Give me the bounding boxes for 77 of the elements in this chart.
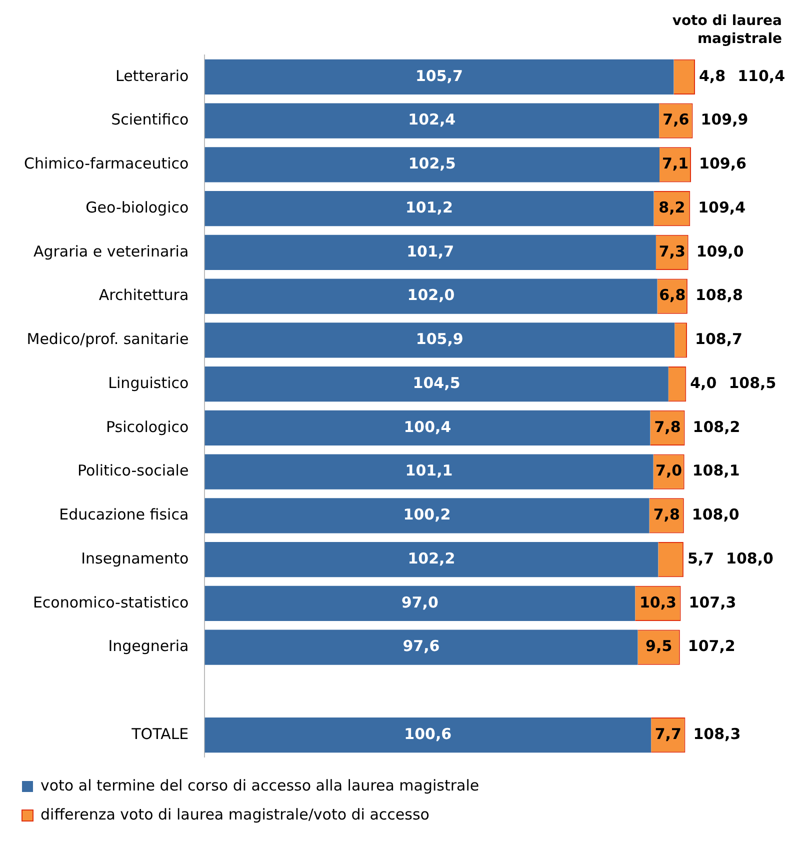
total-label: 109,4 — [698, 198, 746, 216]
bar — [204, 366, 668, 402]
total-label: 108,3 — [693, 724, 741, 743]
total-label: 110,4 — [738, 66, 786, 85]
bar — [204, 454, 654, 490]
data-label: 105,7 — [415, 66, 463, 85]
data-label: 102,0 — [407, 286, 455, 304]
y-tick-label: Linguistico — [108, 374, 189, 392]
bar — [204, 59, 674, 94]
total-label: 108,2 — [692, 418, 740, 436]
data-label: 100,6 — [404, 724, 452, 743]
data-label: 8,2 — [658, 198, 686, 216]
y-tick-label: Psicologico — [106, 418, 189, 436]
y-tick-label: Chimico-farmaceutico — [24, 154, 189, 173]
bar — [204, 191, 654, 226]
data-label: 102,2 — [408, 549, 456, 568]
y-tick-label: Politico-sociale — [77, 462, 189, 480]
data-label: 102,5 — [408, 154, 456, 173]
data-label: 4,8 — [699, 66, 726, 85]
bar — [204, 103, 660, 138]
total-label: 108,1 — [692, 462, 740, 480]
bar — [204, 630, 638, 665]
y-tick-label: TOTALE — [130, 724, 189, 743]
data-label: 101,2 — [405, 198, 453, 216]
total-label: 109,6 — [699, 154, 746, 173]
y-tick-label: Scientifico — [111, 110, 189, 129]
bar — [204, 147, 660, 182]
total-label: 108,7 — [695, 330, 742, 348]
y-tick-label: Geo-biologico — [86, 198, 189, 216]
text: voto di laurea magistrale — [671, 12, 782, 48]
bar — [204, 498, 650, 534]
bar — [204, 322, 675, 358]
data-label: 10,3 — [639, 593, 676, 612]
total-label: 108,5 — [728, 374, 776, 392]
y-tick-label: Agraria e veterinaria — [33, 242, 189, 260]
data-label: 97,0 — [401, 593, 438, 612]
data-label: 97,6 — [402, 637, 440, 656]
y-tick-label: Architettura — [98, 286, 189, 304]
total-label: 107,3 — [688, 593, 736, 612]
total-label: 109,9 — [700, 110, 748, 129]
y-tick-label: Medico/prof. sanitarie — [26, 330, 189, 348]
data-label: 101,1 — [405, 462, 453, 480]
y-tick-label: Insegnamento — [81, 549, 189, 568]
bar — [204, 234, 656, 270]
bar — [204, 718, 652, 753]
bar — [204, 278, 658, 314]
data-label: 100,2 — [403, 506, 451, 524]
data-label: 7,6 — [662, 110, 690, 129]
data-label: 5,7 — [687, 549, 714, 568]
data-label: 7,7 — [654, 724, 682, 743]
data-label: 4,0 — [690, 374, 717, 392]
bar — [204, 542, 658, 578]
data-label: 9,5 — [646, 637, 672, 656]
data-label: 101,7 — [406, 242, 454, 260]
total-label: 109,0 — [696, 242, 744, 260]
total-label: 108,0 — [692, 506, 740, 524]
total-label: 108,8 — [695, 286, 743, 304]
y-tick-label: Educazione fisica — [59, 506, 189, 524]
y-tick-label: Ingegneria — [108, 637, 189, 656]
data-label: 102,4 — [408, 110, 456, 129]
data-label: 100,4 — [404, 418, 452, 436]
y-tick-label: Economico-statistico — [32, 593, 189, 612]
bar — [204, 586, 636, 621]
legend-label: differenza voto di laurea magistrale/voto di accesso — [40, 805, 430, 824]
data-label: 7,8 — [653, 506, 680, 524]
legend-label: voto al termine del corso di accesso alla laurea magistrale — [40, 776, 480, 794]
bar — [204, 410, 650, 446]
data-label: 7,1 — [662, 154, 689, 173]
data-label: 105,9 — [416, 330, 464, 348]
data-label: 7,3 — [658, 242, 686, 260]
y-tick-label: Letterario — [115, 66, 189, 85]
data-label: 104,5 — [412, 374, 460, 392]
total-label: 108,0 — [726, 549, 774, 568]
data-label: 7,8 — [654, 418, 681, 436]
data-label: 6,8 — [659, 286, 686, 304]
total-label: 107,2 — [688, 637, 736, 656]
data-label: 7,0 — [656, 462, 682, 480]
